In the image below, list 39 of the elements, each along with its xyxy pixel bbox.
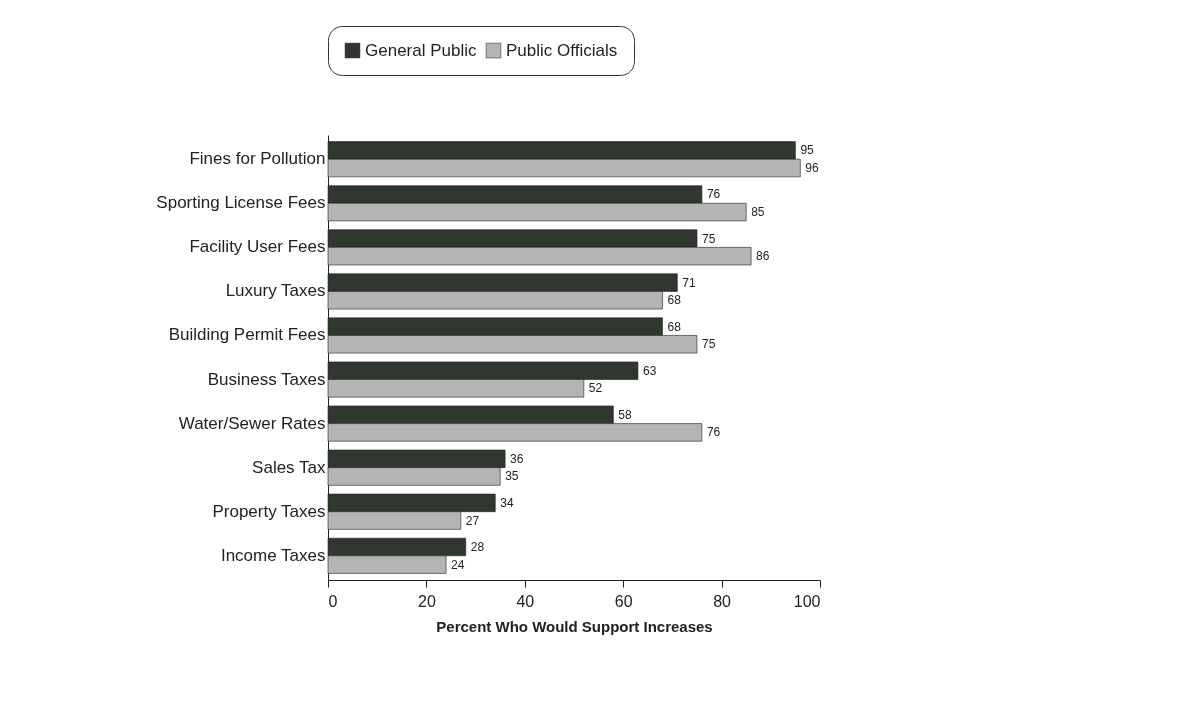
- data-label: 35: [505, 469, 519, 484]
- y-tick-label: Building Permit Fees: [168, 325, 326, 345]
- data-label: 63: [642, 363, 657, 378]
- data-label: 75: [702, 337, 716, 352]
- x-axis-title: Percent Who Would Support Increases: [436, 617, 713, 635]
- x-tick-label: 20: [418, 592, 436, 610]
- data-label: 34: [500, 495, 514, 510]
- data-label: 85: [751, 205, 765, 220]
- x-tick-label: 100: [793, 592, 821, 610]
- legend-label: Public Officials: [506, 40, 618, 60]
- data-label: 27: [465, 513, 480, 528]
- data-label: 76: [706, 425, 721, 440]
- x-tick-label: 80: [713, 592, 732, 610]
- y-tick-label: Water/Sewer Rates: [178, 413, 326, 433]
- y-tick-label: Income Taxes: [220, 545, 326, 565]
- data-label: 86: [756, 249, 770, 264]
- y-tick-label: Luxury Taxes: [225, 281, 326, 301]
- data-label: 36: [510, 451, 524, 466]
- data-label: 24: [451, 557, 465, 572]
- data-label: 71: [682, 275, 696, 290]
- data-label: 95: [800, 143, 815, 158]
- y-tick-label: Sporting License Fees: [156, 193, 326, 213]
- y-tick-label: Sales Tax: [252, 457, 326, 477]
- data-label: 76: [706, 187, 721, 202]
- data-label: 28: [470, 539, 485, 554]
- x-tick-label: 0: [328, 592, 338, 610]
- data-label: 75: [702, 231, 716, 246]
- y-tick-label: Fines for Pollution: [189, 149, 326, 169]
- x-tick-label: 40: [516, 592, 535, 610]
- data-label: 58: [618, 407, 633, 422]
- legend-label: General Public: [365, 40, 477, 60]
- data-label: 68: [667, 319, 682, 334]
- data-label: 68: [667, 293, 682, 308]
- y-tick-label: Facility User Fees: [189, 237, 326, 257]
- data-label: 52: [588, 381, 603, 396]
- data-label: 96: [805, 161, 819, 176]
- y-tick-label: Business Taxes: [207, 369, 326, 389]
- x-tick-label: 60: [614, 592, 633, 610]
- y-tick-label: Property Taxes: [212, 501, 326, 521]
